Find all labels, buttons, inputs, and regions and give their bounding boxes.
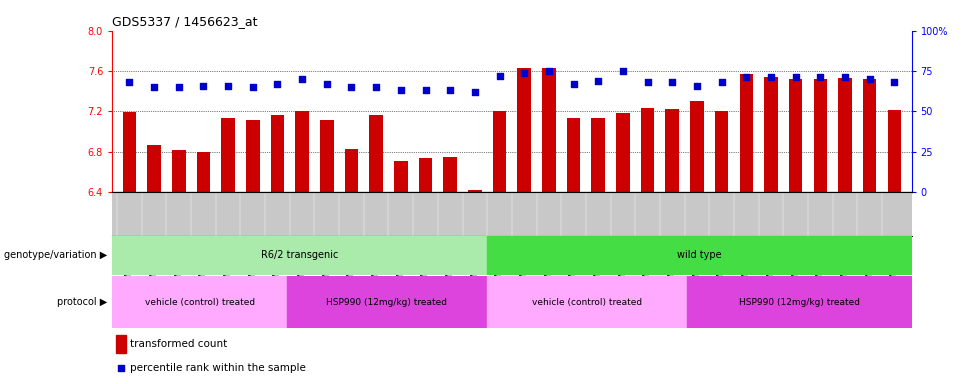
Bar xyxy=(287,276,487,328)
Point xyxy=(714,79,729,85)
Bar xyxy=(492,111,506,192)
Text: vehicle (control) treated: vehicle (control) treated xyxy=(144,298,254,307)
Point xyxy=(566,81,581,87)
Bar xyxy=(147,145,161,192)
Point xyxy=(838,74,853,81)
Text: wild type: wild type xyxy=(677,250,722,260)
Bar xyxy=(246,121,259,192)
Bar xyxy=(487,236,912,275)
Bar xyxy=(197,152,211,192)
Bar xyxy=(838,78,852,192)
Bar xyxy=(394,161,408,192)
Point xyxy=(517,70,532,76)
Point xyxy=(640,79,655,85)
Point xyxy=(812,74,828,81)
Bar xyxy=(345,149,358,192)
Bar xyxy=(887,110,901,192)
Bar xyxy=(487,276,686,328)
Text: R6/2 transgenic: R6/2 transgenic xyxy=(261,250,338,260)
Bar xyxy=(418,158,432,192)
Text: vehicle (control) treated: vehicle (control) treated xyxy=(531,298,642,307)
Point xyxy=(220,83,236,89)
Bar xyxy=(789,79,802,192)
Bar xyxy=(295,111,309,192)
Point xyxy=(369,84,384,90)
Point xyxy=(738,74,754,81)
Point xyxy=(393,87,409,93)
Bar xyxy=(518,68,531,192)
Point xyxy=(541,68,557,74)
Bar xyxy=(221,118,235,192)
Bar xyxy=(739,74,753,192)
Bar xyxy=(863,79,877,192)
Bar xyxy=(666,109,679,192)
Point xyxy=(245,84,260,90)
Bar xyxy=(566,118,580,192)
Point xyxy=(491,73,507,79)
Bar xyxy=(370,115,383,192)
Point xyxy=(319,81,334,87)
Bar xyxy=(592,118,605,192)
Bar xyxy=(116,335,126,353)
Bar xyxy=(468,190,482,192)
Text: protocol ▶: protocol ▶ xyxy=(57,297,107,308)
Bar xyxy=(813,79,827,192)
Point xyxy=(196,83,212,89)
Bar xyxy=(542,68,556,192)
Point xyxy=(788,74,803,81)
Text: percentile rank within the sample: percentile rank within the sample xyxy=(130,362,305,373)
Point xyxy=(763,74,779,81)
Text: HSP990 (12mg/kg) treated: HSP990 (12mg/kg) treated xyxy=(327,298,448,307)
Point xyxy=(665,79,681,85)
Point xyxy=(122,79,137,85)
Bar xyxy=(764,77,778,192)
Point xyxy=(417,87,433,93)
Point xyxy=(467,89,483,95)
Point xyxy=(270,81,286,87)
Point xyxy=(689,83,705,89)
Text: genotype/variation ▶: genotype/variation ▶ xyxy=(4,250,107,260)
Point xyxy=(443,87,458,93)
Text: GDS5337 / 1456623_at: GDS5337 / 1456623_at xyxy=(112,15,257,28)
Bar xyxy=(172,150,185,192)
Point xyxy=(862,76,878,82)
Point xyxy=(591,78,606,84)
Bar xyxy=(112,236,487,275)
Point xyxy=(886,79,902,85)
Bar xyxy=(641,108,654,192)
Point xyxy=(171,84,186,90)
Bar xyxy=(112,276,287,328)
Bar xyxy=(271,115,285,192)
Point xyxy=(615,68,631,74)
Point xyxy=(294,76,310,82)
Bar xyxy=(686,276,912,328)
Text: transformed count: transformed count xyxy=(130,339,227,349)
Bar xyxy=(715,111,728,192)
Point xyxy=(113,365,129,371)
Text: HSP990 (12mg/kg) treated: HSP990 (12mg/kg) treated xyxy=(739,298,860,307)
Point xyxy=(343,84,359,90)
Bar xyxy=(123,113,136,192)
Bar xyxy=(320,121,333,192)
Point xyxy=(146,84,162,90)
Bar xyxy=(690,101,704,192)
Bar xyxy=(616,113,630,192)
Bar xyxy=(444,157,457,192)
